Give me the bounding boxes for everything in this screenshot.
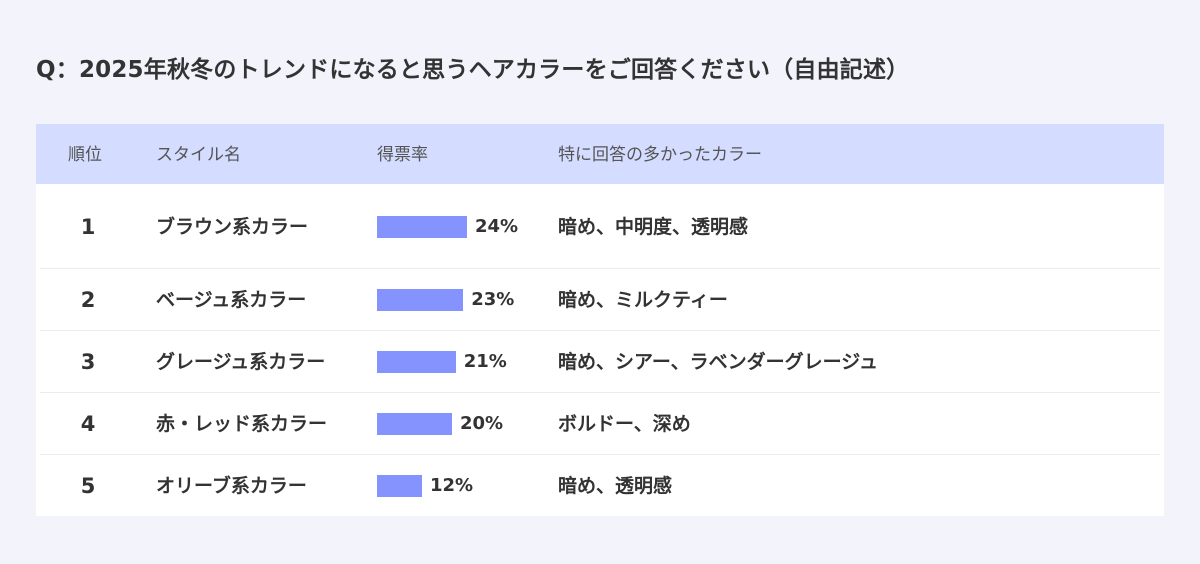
vote-rate-label: 23%: [471, 289, 515, 310]
popular-colors-cell: 暗め、ミルクティー: [558, 289, 728, 311]
style-name-cell: 赤・レッド系カラー: [156, 413, 328, 435]
popular-colors-cell: 暗め、中明度、透明感: [558, 216, 749, 238]
style-name-cell: ブラウン系カラー: [156, 216, 309, 238]
rank-cell: 1: [80, 215, 96, 239]
header-vote-rate: 得票率: [377, 145, 428, 165]
vote-bar: [377, 413, 452, 435]
style-name-cell: グレージュ系カラー: [156, 351, 326, 373]
table-header: 順位 スタイル名 得票率 特に回答の多かったカラー: [36, 124, 1164, 184]
table-row: 4 赤・レッド系カラー 20% ボルドー、深め: [36, 393, 1164, 455]
chart-title: Q：2025年秋冬のトレンドになると思うヘアカラーをご回答ください（自由記述）: [36, 57, 910, 83]
popular-colors-cell: 暗め、透明感: [558, 475, 673, 497]
table-row: 3 グレージュ系カラー 21% 暗め、シアー、ラベンダーグレージュ: [36, 331, 1164, 393]
row-divider: [40, 268, 1160, 269]
popular-colors-cell: 暗め、シアー、ラベンダーグレージュ: [558, 351, 878, 373]
row-divider: [40, 454, 1160, 455]
vote-bar: [377, 289, 464, 311]
table-row: 1 ブラウン系カラー 24% 暗め、中明度、透明感: [36, 184, 1164, 269]
vote-bar: [377, 351, 456, 373]
style-name-cell: ベージュ系カラー: [156, 289, 307, 311]
rank-cell: 4: [80, 412, 96, 436]
table-row: 5 オリーブ系カラー 12% 暗め、透明感: [36, 455, 1164, 516]
header-style-name: スタイル名: [156, 145, 241, 165]
header-rank: 順位: [68, 145, 102, 165]
header-popular-colors: 特に回答の多かったカラー: [558, 145, 762, 165]
vote-bar: [377, 216, 467, 238]
rank-cell: 2: [80, 288, 96, 312]
vote-rate-label: 24%: [475, 216, 519, 237]
table-row: 2 ベージュ系カラー 23% 暗め、ミルクティー: [36, 269, 1164, 331]
vote-rate-label: 12%: [430, 475, 474, 496]
ranking-table: 順位 スタイル名 得票率 特に回答の多かったカラー 1 ブラウン系カラー 24%…: [36, 124, 1164, 516]
popular-colors-cell: ボルドー、深め: [558, 413, 691, 435]
rank-cell: 3: [80, 350, 96, 374]
style-name-cell: オリーブ系カラー: [156, 475, 307, 497]
vote-bar: [377, 475, 422, 497]
vote-rate-label: 21%: [463, 351, 507, 372]
row-divider: [40, 392, 1160, 393]
rank-cell: 5: [80, 474, 96, 498]
row-divider: [40, 330, 1160, 331]
vote-rate-label: 20%: [460, 413, 504, 434]
